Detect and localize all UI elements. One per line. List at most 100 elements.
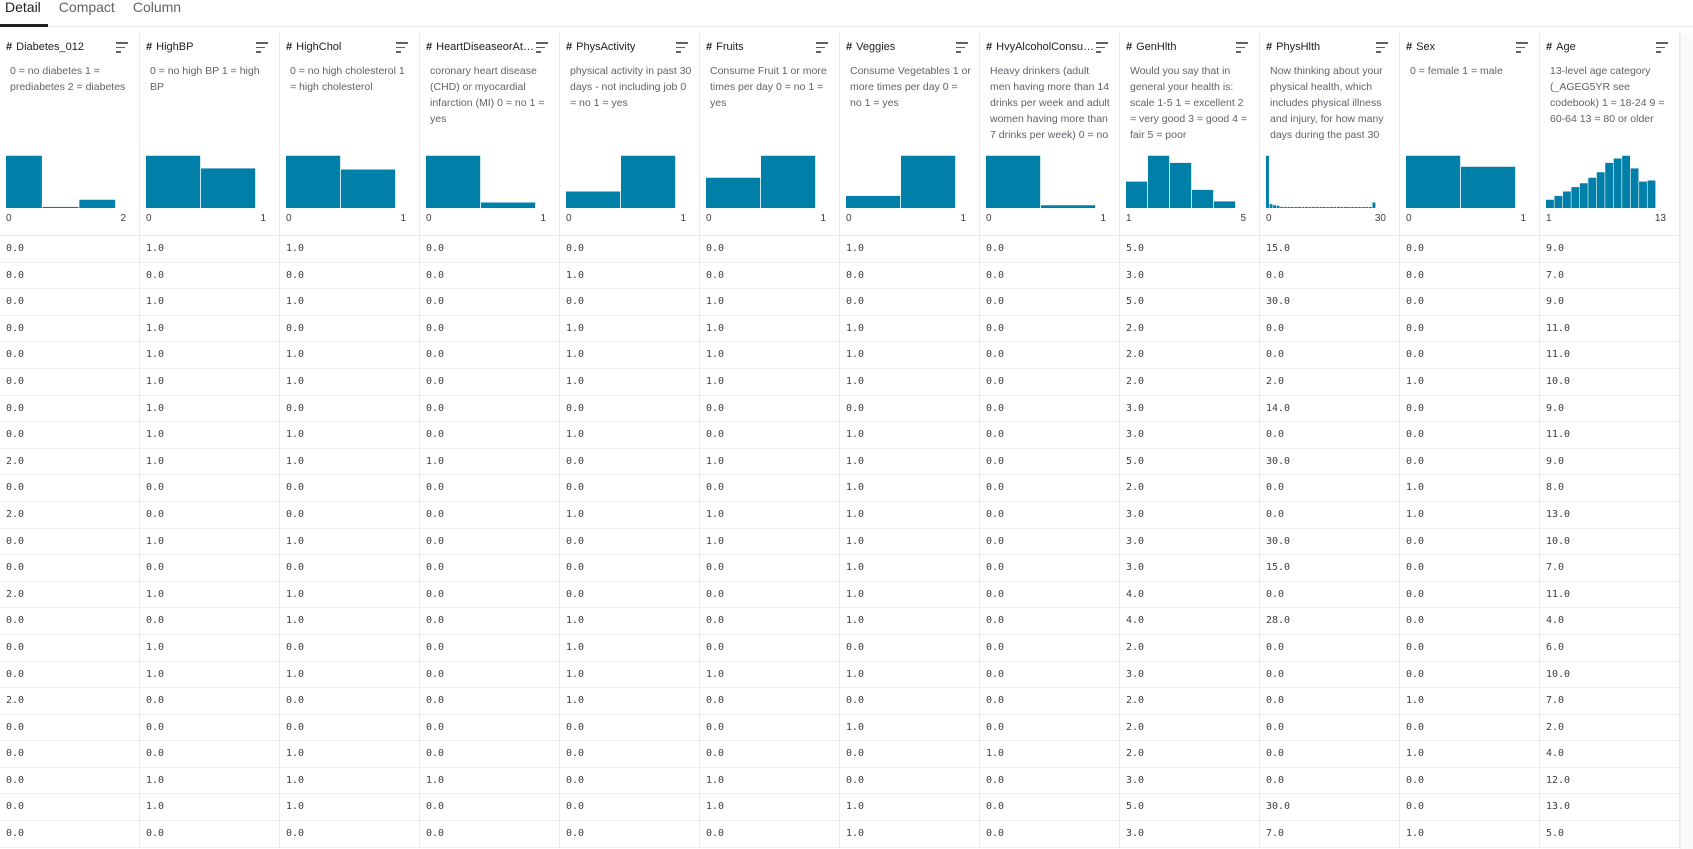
- table-row[interactable]: 0.0 0.0 0.0 0.0 0.0 0.0 1.0 0.0 3.0 7.0 1.0 5.0: [0, 821, 1680, 848]
- histogram-bar[interactable]: [1361, 207, 1365, 208]
- table-cell[interactable]: 0.0: [840, 395, 980, 422]
- table-cell[interactable]: 0.0: [560, 767, 700, 794]
- table-cell[interactable]: 2.0: [1120, 342, 1260, 368]
- table-cell[interactable]: 1.0: [140, 342, 280, 368]
- table-cell[interactable]: 0.0: [280, 714, 420, 741]
- table-cell[interactable]: 0.0: [840, 262, 980, 289]
- histogram-bar[interactable]: [1214, 201, 1236, 208]
- table-cell[interactable]: 0.0: [1260, 688, 1400, 714]
- table-cell[interactable]: 4.0: [1540, 741, 1680, 767]
- table-cell[interactable]: 1.0: [560, 688, 700, 714]
- table-cell[interactable]: 0.0: [420, 475, 560, 501]
- table-cell[interactable]: 1.0: [280, 741, 420, 767]
- table-cell[interactable]: 5.0: [1120, 289, 1260, 315]
- table-cell[interactable]: 0.0: [980, 289, 1120, 315]
- table-cell[interactable]: 1.0: [280, 289, 420, 315]
- histogram-bar[interactable]: [1588, 177, 1597, 208]
- table-cell[interactable]: 3.0: [1120, 767, 1260, 794]
- table-row[interactable]: 0.0 1.0 1.0 0.0 0.0 1.0 1.0 0.0 3.0 30.0 0.0 10.0: [0, 528, 1680, 556]
- table-cell[interactable]: 1.0: [280, 767, 420, 794]
- table-row[interactable]: 0.0 0.0 1.0 0.0 1.0 0.0 1.0 0.0 4.0 28.0 0.0 4.0: [0, 608, 1680, 635]
- table-row[interactable]: 0.0 0.0 0.0 0.0 1.0 0.0 0.0 0.0 3.0 0.0 0.0 7.0: [0, 262, 1680, 290]
- table-cell[interactable]: 0.0: [0, 422, 140, 448]
- table-cell[interactable]: 0.0: [980, 448, 1120, 475]
- histogram-bar[interactable]: [1041, 205, 1096, 208]
- table-cell[interactable]: 0.0: [280, 315, 420, 342]
- histogram-bar[interactable]: [1365, 207, 1369, 208]
- table-cell[interactable]: 0.0: [0, 342, 140, 368]
- table-cell[interactable]: 1.0: [700, 368, 840, 395]
- table-cell[interactable]: 0.0: [0, 608, 140, 634]
- table-cell[interactable]: 0.0: [420, 608, 560, 634]
- column-header[interactable]: # Veggies Consume Vegetables 1 or more tim…: [840, 33, 980, 236]
- table-cell[interactable]: 0.0: [560, 714, 700, 741]
- table-cell[interactable]: 0.0: [1400, 289, 1540, 315]
- table-cell[interactable]: 0.0: [280, 821, 420, 847]
- table-cell[interactable]: 1.0: [280, 794, 420, 821]
- histogram-bar[interactable]: [1326, 207, 1330, 208]
- histogram-bar[interactable]: [1347, 207, 1351, 208]
- histogram-bar[interactable]: [481, 202, 536, 209]
- table-cell[interactable]: 1.0: [280, 342, 420, 368]
- table-cell[interactable]: 1.0: [980, 741, 1120, 767]
- table-cell[interactable]: 9.0: [1540, 448, 1680, 475]
- histogram-bar[interactable]: [1406, 155, 1461, 208]
- table-cell[interactable]: 1.0: [840, 528, 980, 555]
- histogram-bar[interactable]: [1280, 206, 1284, 208]
- table-cell[interactable]: 1.0: [140, 661, 280, 688]
- table-cell[interactable]: 0.0: [980, 608, 1120, 634]
- table-cell[interactable]: 1.0: [1400, 475, 1540, 501]
- table-cell[interactable]: 0.0: [700, 714, 840, 741]
- table-cell[interactable]: 2.0: [1120, 741, 1260, 767]
- table-cell[interactable]: 0.0: [420, 528, 560, 555]
- table-cell[interactable]: 9.0: [1540, 236, 1680, 262]
- table-cell[interactable]: 1.0: [840, 342, 980, 368]
- table-row[interactable]: 0.0 1.0 0.0 0.0 0.0 0.0 0.0 0.0 3.0 14.0 0.0 9.0: [0, 395, 1680, 423]
- column-header[interactable]: # PhysHlth Now thinking about your physica…: [1260, 33, 1400, 236]
- table-cell[interactable]: 0.0: [280, 262, 420, 289]
- table-cell[interactable]: 0.0: [420, 501, 560, 528]
- table-cell[interactable]: 0.0: [0, 262, 140, 289]
- table-row[interactable]: 0.0 0.0 0.0 0.0 0.0 0.0 1.0 0.0 2.0 0.0 1.0 8.0: [0, 475, 1680, 502]
- table-cell[interactable]: 0.0: [140, 501, 280, 528]
- table-cell[interactable]: 0.0: [700, 475, 840, 501]
- table-cell[interactable]: 0.0: [420, 634, 560, 661]
- table-cell[interactable]: 1.0: [140, 368, 280, 395]
- histogram-bar[interactable]: [146, 155, 201, 208]
- table-cell[interactable]: 0.0: [0, 528, 140, 555]
- histogram-bar[interactable]: [1276, 205, 1280, 208]
- column-header[interactable]: # HighChol 0 = no high cholesterol 1 = hig…: [280, 33, 420, 236]
- histogram-bar[interactable]: [1596, 172, 1605, 208]
- table-cell[interactable]: 0.0: [140, 608, 280, 634]
- table-cell[interactable]: 3.0: [1120, 661, 1260, 688]
- table-row[interactable]: 2.0 1.0 1.0 0.0 0.0 0.0 1.0 0.0 4.0 0.0 0.0 11.0: [0, 581, 1680, 609]
- table-cell[interactable]: 1.0: [560, 501, 700, 528]
- table-cell[interactable]: 0.0: [560, 794, 700, 821]
- table-cell[interactable]: 0.0: [1400, 608, 1540, 634]
- table-cell[interactable]: 0.0: [140, 475, 280, 501]
- histogram-bar[interactable]: [201, 168, 256, 208]
- table-cell[interactable]: 0.0: [140, 741, 280, 767]
- histogram-bar[interactable]: [1148, 155, 1170, 208]
- table-cell[interactable]: 28.0: [1260, 608, 1400, 634]
- histogram-bar[interactable]: [846, 195, 901, 208]
- table-cell[interactable]: 11.0: [1540, 422, 1680, 448]
- table-cell[interactable]: 0.0: [1260, 767, 1400, 794]
- table-cell[interactable]: 1.0: [420, 448, 560, 475]
- table-cell[interactable]: 7.0: [1540, 555, 1680, 581]
- table-cell[interactable]: 1.0: [840, 448, 980, 475]
- table-cell[interactable]: 2.0: [0, 448, 140, 475]
- column-header[interactable]: # HeartDiseaseorAttack coronary heart dise…: [420, 33, 560, 236]
- table-cell[interactable]: 7.0: [1540, 688, 1680, 714]
- table-cell[interactable]: 1.0: [840, 794, 980, 821]
- table-cell[interactable]: 0.0: [840, 741, 980, 767]
- table-cell[interactable]: 1.0: [1400, 741, 1540, 767]
- histogram-bar[interactable]: [1630, 168, 1639, 208]
- table-cell[interactable]: 11.0: [1540, 581, 1680, 608]
- histogram-bar[interactable]: [1315, 206, 1319, 208]
- table-cell[interactable]: 0.0: [420, 794, 560, 821]
- table-cell[interactable]: 0.0: [420, 741, 560, 767]
- table-cell[interactable]: 0.0: [1400, 581, 1540, 608]
- table-cell[interactable]: 2.0: [1120, 368, 1260, 395]
- table-cell[interactable]: 0.0: [1400, 422, 1540, 448]
